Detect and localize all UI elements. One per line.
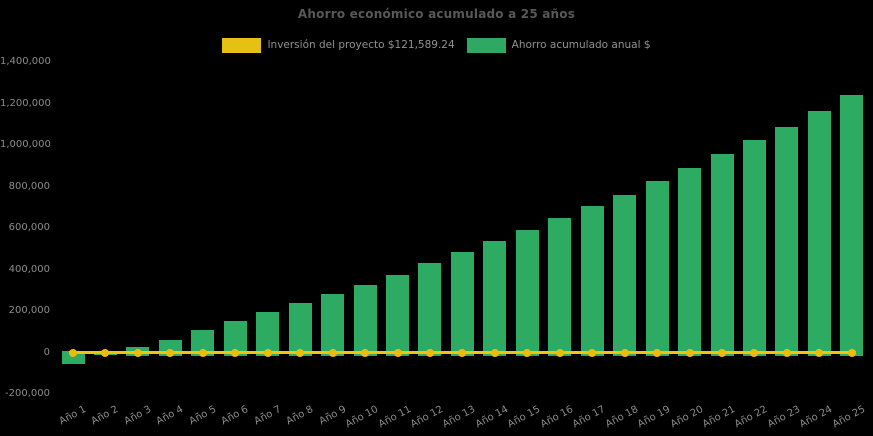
bar-year-12[interactable] xyxy=(418,262,442,356)
investment-line-point[interactable] xyxy=(361,348,370,357)
investment-line-point[interactable] xyxy=(653,348,662,357)
investment-line-point[interactable] xyxy=(425,348,434,357)
y-tick-label: 1,200,000 xyxy=(0,97,51,109)
investment-line-point[interactable] xyxy=(490,348,499,357)
bar-year-15[interactable] xyxy=(515,230,539,356)
bar-year-21[interactable] xyxy=(710,153,734,356)
x-tick-label: Año 12 xyxy=(408,404,446,431)
y-tick-label: 200,000 xyxy=(8,305,50,316)
investment-line-point[interactable] xyxy=(782,348,791,357)
bar-year-5[interactable] xyxy=(191,330,215,356)
x-tick-label: Año 13 xyxy=(441,404,478,431)
legend: Inversión del proyecto $121,589.24 Ahorr… xyxy=(0,36,873,54)
bar-year-19[interactable] xyxy=(645,181,669,356)
y-tick-label: -200,000 xyxy=(5,388,50,399)
bar-year-9[interactable] xyxy=(321,293,345,356)
x-tick-label: Año 20 xyxy=(668,404,705,431)
investment-line-point[interactable] xyxy=(815,348,824,357)
x-tick-label: Año 16 xyxy=(538,404,575,431)
bar-year-22[interactable] xyxy=(742,140,766,356)
x-tick-label: Año 1 xyxy=(57,404,89,428)
investment-line-point[interactable] xyxy=(166,348,175,357)
investment-line-point[interactable] xyxy=(328,348,337,357)
legend-label-savings: Ahorro acumulado anual $ xyxy=(511,39,651,51)
y-tick-label: 0 xyxy=(43,346,50,358)
x-tick-label: Año 14 xyxy=(473,404,511,431)
bar-year-10[interactable] xyxy=(353,285,377,356)
investment-line-point[interactable] xyxy=(133,348,142,357)
y-tick-label: 1,000,000 xyxy=(0,139,51,150)
bar-year-16[interactable] xyxy=(548,217,572,356)
bar-year-18[interactable] xyxy=(613,195,637,356)
x-tick-label: Año 19 xyxy=(636,404,673,431)
x-tick-label: Año 21 xyxy=(700,404,738,431)
bar-year-25[interactable] xyxy=(840,94,864,356)
investment-line-point[interactable] xyxy=(685,348,694,357)
investment-line-point[interactable] xyxy=(69,348,77,357)
investment-line-point[interactable] xyxy=(523,348,532,357)
investment-line-point[interactable] xyxy=(718,348,726,357)
x-tick-label: Año 11 xyxy=(376,404,413,431)
investment-line-point[interactable] xyxy=(263,348,272,357)
bar-year-20[interactable] xyxy=(678,168,702,356)
investment-line-point[interactable] xyxy=(588,348,597,357)
investment-line-point[interactable] xyxy=(231,348,240,357)
bar-year-17[interactable] xyxy=(580,206,604,356)
investment-line-point[interactable] xyxy=(393,348,402,357)
x-tick-label: Año 10 xyxy=(343,404,381,431)
x-tick-label: Año 6 xyxy=(219,404,251,428)
x-tick-label: Año 18 xyxy=(603,404,640,431)
bar-year-8[interactable] xyxy=(288,302,312,356)
investment-line-point[interactable] xyxy=(750,348,759,357)
x-tick-label: Año 15 xyxy=(506,404,543,431)
investment-swatch-icon xyxy=(222,37,262,53)
x-tick-label: Año 22 xyxy=(733,404,770,431)
investment-line-point[interactable] xyxy=(458,348,467,357)
legend-item-savings[interactable]: Ahorro acumulado anual $ xyxy=(466,37,651,53)
y-tick-label: 1,400,000 xyxy=(0,56,51,67)
bar-year-14[interactable] xyxy=(483,241,507,356)
investment-line-point[interactable] xyxy=(296,348,305,357)
x-tick-label: Año 8 xyxy=(284,404,316,428)
legend-label-investment: Inversión del proyecto $121,589.24 xyxy=(267,39,455,51)
investment-line-point[interactable] xyxy=(847,348,856,357)
investment-line-point[interactable] xyxy=(555,348,564,357)
y-tick-label: 400,000 xyxy=(8,263,50,275)
y-tick-label: 600,000 xyxy=(8,222,50,233)
investment-line-point[interactable] xyxy=(620,348,629,357)
x-tick-label: Año 9 xyxy=(317,404,348,428)
savings-swatch-icon xyxy=(466,37,506,53)
bar-year-1[interactable] xyxy=(61,351,85,364)
legend-item-investment[interactable]: Inversión del proyecto $121,589.24 xyxy=(222,37,455,53)
chart-title: Ahorro económico acumulado a 25 años xyxy=(297,7,576,21)
bar-year-23[interactable] xyxy=(775,126,799,356)
x-tick-label: Año 17 xyxy=(571,404,608,431)
x-tick-label: Año 5 xyxy=(187,404,218,428)
bar-year-24[interactable] xyxy=(807,110,831,356)
bar-year-11[interactable] xyxy=(386,275,409,356)
investment-line-point[interactable] xyxy=(101,348,110,357)
x-tick-label: Año 23 xyxy=(765,404,803,431)
x-tick-label: Año 4 xyxy=(154,404,186,428)
x-tick-label: Año 2 xyxy=(89,404,121,428)
x-tick-label: Año 3 xyxy=(122,404,154,428)
investment-line-point[interactable] xyxy=(198,348,207,357)
x-tick-label: Año 7 xyxy=(252,404,283,428)
y-tick-label: 800,000 xyxy=(8,180,50,192)
bar-year-13[interactable] xyxy=(450,251,474,356)
x-tick-label: Año 24 xyxy=(798,404,835,431)
bar-year-7[interactable] xyxy=(256,312,280,356)
bar-year-6[interactable] xyxy=(223,321,247,356)
x-tick-label: Año 25 xyxy=(830,404,867,431)
